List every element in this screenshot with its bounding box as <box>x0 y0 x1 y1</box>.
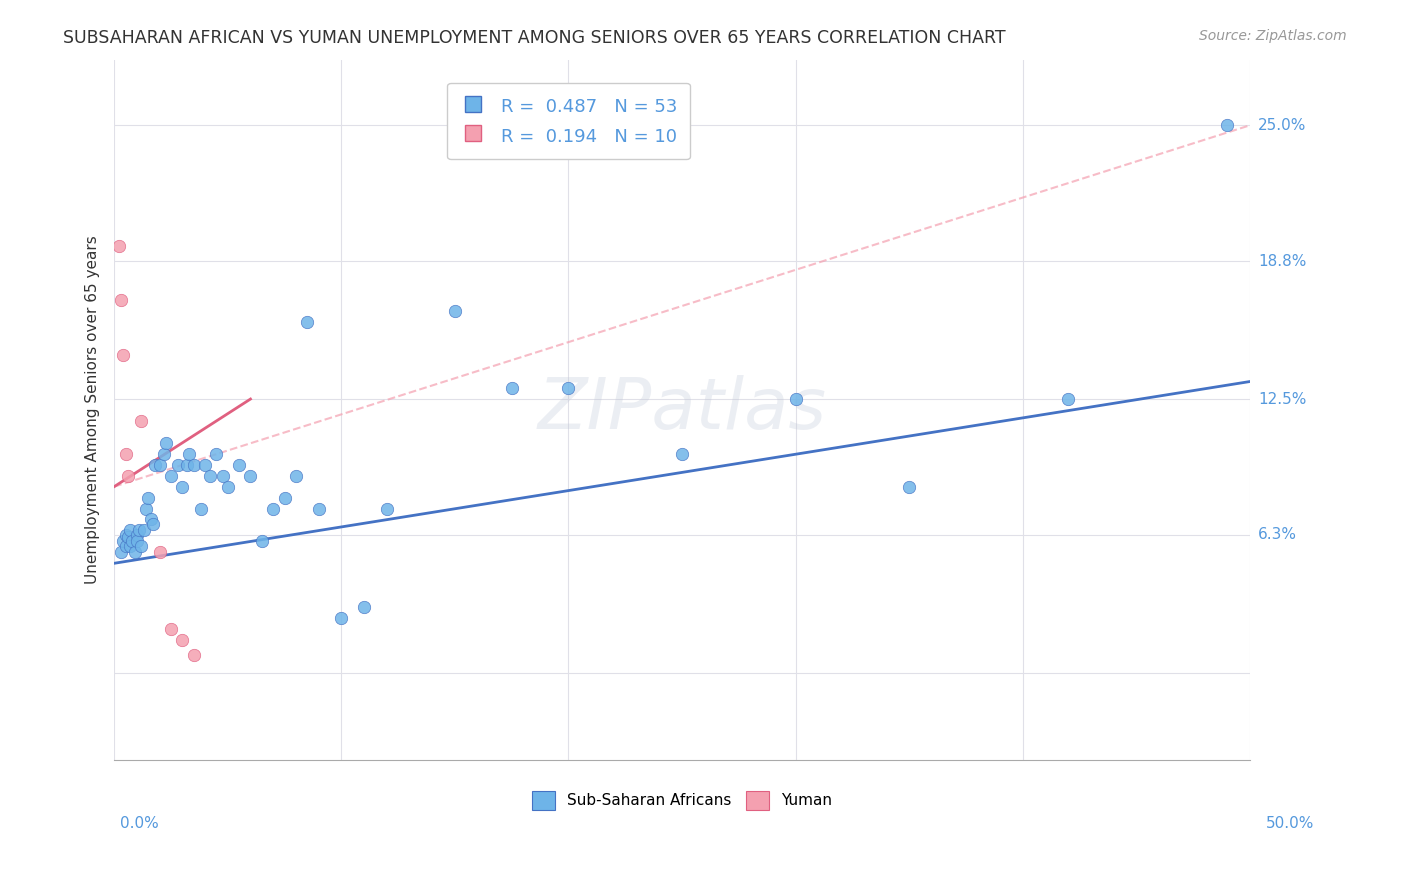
Point <box>160 468 183 483</box>
Point <box>330 611 353 625</box>
Point <box>128 524 150 538</box>
Point <box>114 528 136 542</box>
Point <box>124 545 146 559</box>
Point <box>131 539 153 553</box>
Point <box>250 534 273 549</box>
Point <box>308 501 330 516</box>
Point <box>1057 392 1080 406</box>
Point <box>166 458 188 472</box>
Text: 25.0%: 25.0% <box>1258 118 1306 133</box>
Point <box>114 447 136 461</box>
Point <box>136 491 159 505</box>
Text: Source: ZipAtlas.com: Source: ZipAtlas.com <box>1199 29 1347 43</box>
Text: 0.0%: 0.0% <box>120 816 159 830</box>
Point <box>160 622 183 636</box>
Point <box>114 539 136 553</box>
Point <box>121 534 143 549</box>
Point <box>149 458 172 472</box>
Point <box>198 468 221 483</box>
Point <box>153 447 176 461</box>
Point <box>117 468 139 483</box>
Point <box>183 648 205 663</box>
Point <box>110 293 132 308</box>
Point <box>557 381 579 395</box>
Legend: Sub-Saharan Africans, Yuman: Sub-Saharan Africans, Yuman <box>526 785 838 816</box>
Text: 50.0%: 50.0% <box>1267 816 1315 830</box>
Text: SUBSAHARAN AFRICAN VS YUMAN UNEMPLOYMENT AMONG SENIORS OVER 65 YEARS CORRELATION: SUBSAHARAN AFRICAN VS YUMAN UNEMPLOYMENT… <box>63 29 1005 46</box>
Point <box>179 447 201 461</box>
Point <box>353 600 375 615</box>
Point <box>107 238 129 252</box>
Point <box>120 539 142 553</box>
Point <box>172 480 194 494</box>
Point <box>112 534 135 549</box>
Point <box>139 512 162 526</box>
Text: ZIPatlas: ZIPatlas <box>537 376 827 444</box>
Text: 6.3%: 6.3% <box>1258 527 1298 542</box>
Point <box>110 545 132 559</box>
Point <box>112 348 135 362</box>
Point <box>501 381 523 395</box>
Point <box>284 468 307 483</box>
Point <box>228 458 250 472</box>
Point <box>898 480 921 494</box>
Point <box>297 315 319 329</box>
Point <box>142 516 165 531</box>
Point <box>135 501 157 516</box>
Point <box>172 632 194 647</box>
Point <box>190 501 212 516</box>
Point <box>205 447 228 461</box>
Point <box>117 530 139 544</box>
Point <box>183 458 205 472</box>
Point <box>125 528 148 542</box>
Point <box>262 501 284 516</box>
Point <box>194 458 217 472</box>
Text: 12.5%: 12.5% <box>1258 392 1306 407</box>
Point <box>273 491 295 505</box>
Point <box>155 435 177 450</box>
Point <box>375 501 398 516</box>
Point <box>131 414 153 428</box>
Text: 18.8%: 18.8% <box>1258 253 1306 268</box>
Point <box>785 392 807 406</box>
Point <box>1216 118 1239 132</box>
Point <box>671 447 693 461</box>
Point <box>212 468 235 483</box>
Point <box>143 458 166 472</box>
Point <box>444 304 467 318</box>
Point <box>217 480 239 494</box>
Point <box>176 458 198 472</box>
Point <box>132 524 155 538</box>
Point <box>120 524 142 538</box>
Point <box>125 534 148 549</box>
Y-axis label: Unemployment Among Seniors over 65 years: Unemployment Among Seniors over 65 years <box>86 235 100 584</box>
Point <box>239 468 262 483</box>
Point <box>149 545 172 559</box>
